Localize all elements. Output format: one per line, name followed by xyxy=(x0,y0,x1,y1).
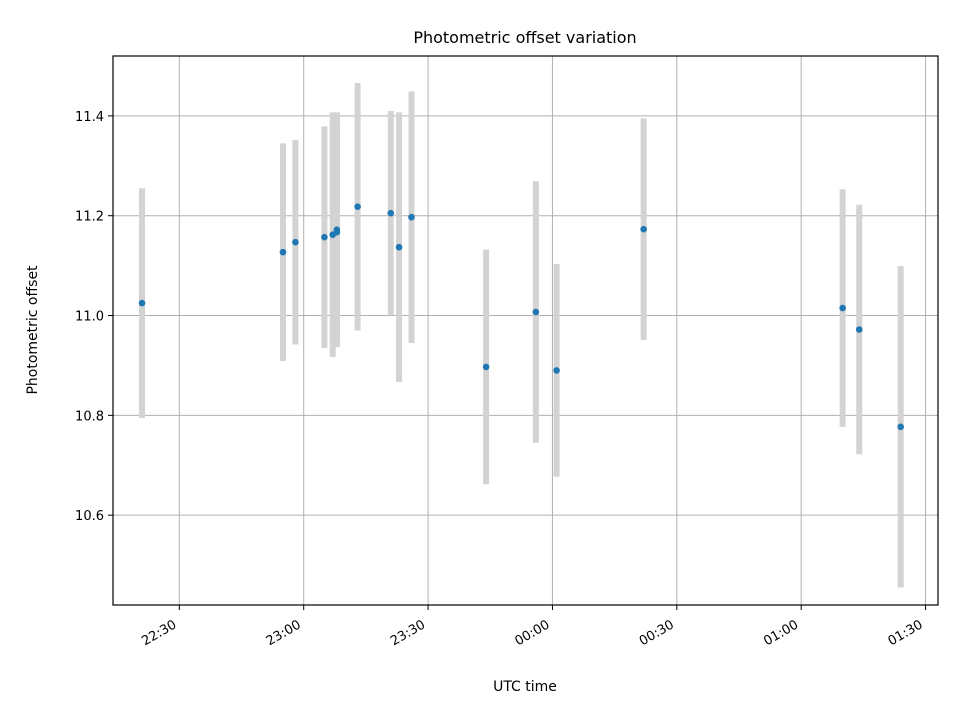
y-tick-label: 10.8 xyxy=(75,409,104,424)
y-tick-label: 11.4 xyxy=(75,110,104,125)
data-point xyxy=(839,304,846,312)
x-axis-label: UTC time xyxy=(493,679,557,695)
y-axis-label: Photometric offset xyxy=(25,265,41,395)
data-point xyxy=(897,423,904,431)
data-point xyxy=(138,299,146,307)
data-points xyxy=(138,203,904,431)
data-point xyxy=(532,308,540,316)
data-point xyxy=(640,225,647,233)
data-point xyxy=(387,209,395,217)
data-point xyxy=(279,248,287,256)
data-point xyxy=(354,203,361,211)
data-point xyxy=(855,326,863,333)
data-point xyxy=(321,233,328,241)
chart-title: Photometric offset variation xyxy=(413,28,636,47)
data-point xyxy=(333,228,341,236)
data-point xyxy=(553,367,560,374)
plot-frame xyxy=(112,55,939,606)
y-tick-label: 11.2 xyxy=(75,210,104,225)
y-tick-label: 11.0 xyxy=(75,310,104,325)
data-point xyxy=(292,238,299,246)
data-point xyxy=(408,213,415,221)
data-point xyxy=(395,243,403,251)
grid xyxy=(113,56,938,605)
y-tick-label: 10.6 xyxy=(75,509,104,524)
data-point xyxy=(482,363,490,371)
